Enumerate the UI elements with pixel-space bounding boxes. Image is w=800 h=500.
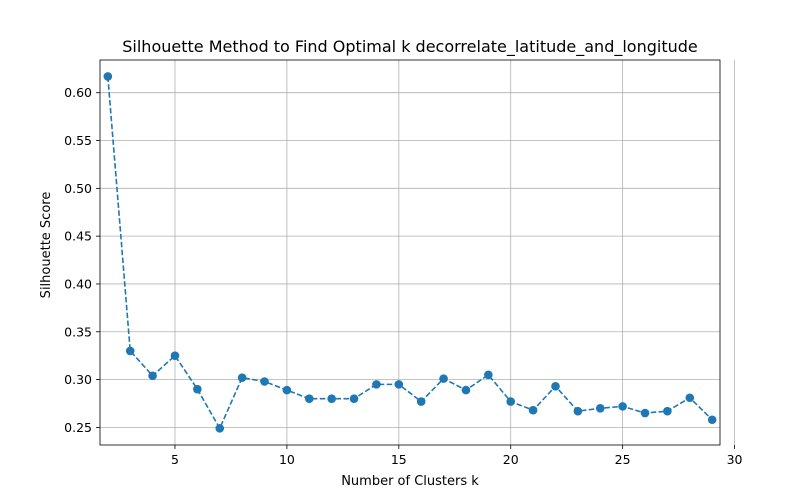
- data-point: [461, 385, 471, 395]
- data-point: [506, 397, 516, 406]
- data-point: [193, 384, 202, 394]
- chart-title: Silhouette Method to Find Optimal k deco…: [122, 37, 697, 57]
- data-point: [551, 381, 560, 391]
- data-point: [595, 403, 605, 413]
- x-tick-label: 20: [503, 452, 519, 467]
- x-tick-label: 30: [727, 452, 743, 467]
- y-tick-label: 0.60: [64, 85, 92, 100]
- x-tick-label: 25: [615, 452, 631, 467]
- data-point: [170, 351, 180, 360]
- data-point: [304, 394, 314, 404]
- data-point: [148, 371, 157, 381]
- data-point: [327, 394, 336, 404]
- data-point: [416, 397, 426, 406]
- plot-frame: [99, 59, 721, 446]
- data-point: [640, 408, 650, 418]
- data-point: [237, 373, 247, 382]
- y-tick-label: 0.55: [64, 133, 92, 148]
- y-tick-label: 0.35: [64, 324, 92, 339]
- data-point: [528, 405, 538, 415]
- y-tick-label: 0.45: [64, 229, 92, 244]
- x-tick-label: 10: [279, 452, 295, 467]
- series-line: [107, 76, 713, 431]
- data-point: [707, 415, 717, 425]
- y-tick-label: 0.30: [64, 372, 92, 387]
- y-tick-label: 0.50: [64, 181, 92, 196]
- data-point: [260, 377, 269, 386]
- y-tick-label: 0.40: [64, 276, 92, 291]
- data-point: [349, 394, 359, 404]
- data-point: [484, 370, 493, 380]
- data-point: [618, 402, 627, 411]
- data-point: [573, 406, 583, 416]
- data-point: [103, 72, 113, 81]
- series-line-layer: [107, 76, 713, 431]
- data-point: [439, 374, 448, 383]
- data-point: [394, 380, 404, 389]
- x-tick-label: 15: [391, 452, 407, 467]
- data-point: [282, 385, 292, 395]
- data-points: [103, 72, 717, 433]
- y-tick-label: 0.25: [64, 420, 92, 435]
- data-point: [372, 380, 381, 389]
- y-axis-label: Silhouette Score: [39, 192, 54, 299]
- x-axis-label: Number of Clusters k: [341, 474, 479, 489]
- data-point: [125, 346, 135, 356]
- axis-ticks: 5 10 15 20 25 30 0.25 0.30 0.35 0.40 0.45 0.50 0.55 0…: [64, 85, 742, 467]
- plot-area: [100, 60, 720, 445]
- x-tick-label: 5: [171, 452, 179, 467]
- grid-lines: [100, 60, 735, 445]
- data-point: [663, 406, 672, 416]
- data-point: [215, 424, 225, 433]
- data-point: [685, 393, 695, 403]
